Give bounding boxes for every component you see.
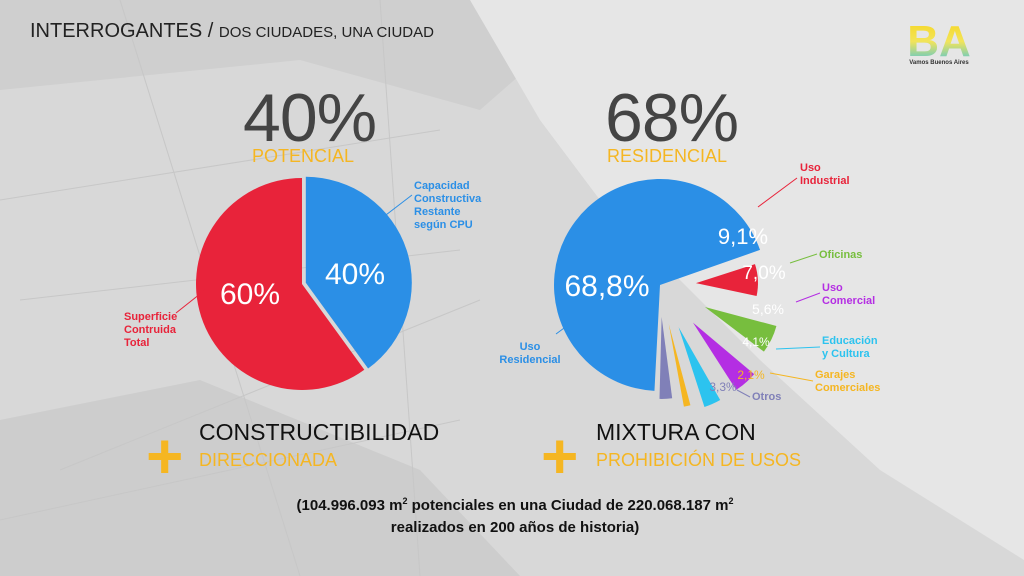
- concept-direccionada: DIRECCIONADA: [199, 450, 338, 470]
- legend-uso-industrial: Uso Industrial: [800, 162, 850, 187]
- logo-text: BA: [907, 18, 971, 66]
- data-label-uso-comercial: 5,6%: [752, 301, 784, 317]
- logo-caption: Vamos Buenos Aires: [909, 60, 969, 66]
- data-label-uso-residencial: 68,8%: [564, 270, 649, 303]
- ba-logo: BA: [907, 18, 971, 66]
- leader-line: [381, 194, 413, 219]
- title-main: INTERROGANTES /: [30, 20, 214, 42]
- pie-slice-uso-industrial: [695, 264, 758, 296]
- pie-slice-garajes-comerciales: [668, 324, 691, 407]
- pie-slice-educacion-y-cultura: [678, 327, 721, 407]
- pie-slice-uso-residencial: [553, 178, 761, 391]
- footnote-sup-1: 2: [402, 496, 408, 506]
- pie-slice-oficinas: [704, 306, 777, 352]
- data-label-garajes-comerciales: 2,1%: [737, 368, 765, 382]
- leader-line: [769, 372, 814, 382]
- footnote-part1: (104.996.093 m: [296, 497, 403, 514]
- data-label-educacion-y-cultura: 4,1%: [742, 335, 770, 349]
- legend-uso-residencial: Uso Residencial: [499, 341, 560, 366]
- legend-capacidad-constructiva-restante-segun-cpu: Capacidad Constructiva Restante según CPU: [414, 180, 482, 231]
- leader-line: [555, 319, 576, 335]
- leader-line: [795, 292, 821, 303]
- leader-line: [175, 289, 206, 314]
- data-label-superficie-contruida-total: 60%: [220, 278, 280, 311]
- concept-mixtura: MIXTURA CON: [596, 419, 756, 445]
- legend-uso-comercial: Uso Comercial: [822, 282, 875, 307]
- plus-icon: +: [541, 420, 579, 492]
- leader-line: [736, 389, 751, 398]
- pie-slice-otros: [659, 316, 673, 399]
- leader-line: [775, 346, 821, 350]
- pie-slice-superficie-contruida-total: [196, 178, 365, 390]
- data-label-otros: 3,3%: [709, 380, 737, 394]
- big-percentage-residencial: 68%: [605, 80, 739, 156]
- pie-slice-capacidad-constructiva-restante-segun-cpu: [305, 176, 412, 369]
- legend-otros: Otros: [752, 391, 781, 403]
- concept-prohibicion: PROHIBICIÓN DE USOS: [596, 450, 802, 470]
- data-label-capacidad-constructiva-restante-segun-cpu: 40%: [325, 258, 385, 291]
- category-residencial: RESIDENCIAL: [607, 146, 728, 166]
- pie-slice-uso-comercial: [692, 322, 755, 390]
- category-potencial: POTENCIAL: [252, 146, 355, 166]
- legend-superficie-contruida-total: Superficie Contruida Total: [124, 311, 177, 349]
- plus-icon: +: [146, 420, 184, 492]
- footnote-sup-2: 2: [728, 496, 734, 506]
- data-label-uso-industrial: 9,1%: [718, 224, 768, 249]
- big-percentage-potencial: 40%: [243, 80, 377, 156]
- legend-educacion-y-cultura: Educación y Cultura: [822, 335, 878, 360]
- page-title: INTERROGANTES / DOS CIUDADES, UNA CIUDAD: [30, 20, 434, 43]
- footnote-part2: potenciales en una Ciudad de 220.068.187…: [407, 497, 729, 514]
- footnote: (104.996.093 m2 potenciales en una Ciuda…: [230, 490, 800, 539]
- data-label-oficinas: 7,0%: [742, 263, 785, 284]
- footnote-line2: realizados en 200 años de historia): [390, 519, 640, 536]
- concept-constructibilidad: CONSTRUCTIBILIDAD: [199, 419, 440, 445]
- title-sub: DOS CIUDADES, UNA CIUDAD: [218, 24, 434, 41]
- legend-garajes-comerciales: Garajes Comerciales: [815, 369, 880, 394]
- leader-line: [757, 177, 798, 208]
- legend-oficinas: Oficinas: [819, 249, 862, 261]
- leader-line: [789, 253, 818, 264]
